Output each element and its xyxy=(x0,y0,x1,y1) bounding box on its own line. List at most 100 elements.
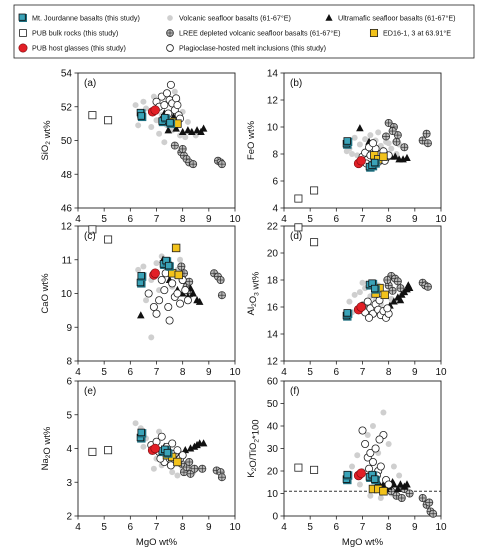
data-point-lree xyxy=(425,498,434,507)
y-tick-label: 48 xyxy=(61,170,73,181)
data-point-ultramafic xyxy=(199,439,208,447)
x-tick-label: 8 xyxy=(386,522,392,533)
x-tick-label: 10 xyxy=(435,522,447,533)
x-tick-label: 7 xyxy=(360,214,366,225)
data-point-plag xyxy=(155,296,164,305)
data-point-volcanic xyxy=(153,117,160,124)
y-tick-label: 8 xyxy=(272,150,278,161)
data-point-lree xyxy=(198,464,207,473)
data-point-volcanic xyxy=(140,263,147,270)
y-tick-label: 54 xyxy=(61,69,73,80)
y-tick-label: 10 xyxy=(267,123,279,134)
data-point-lree xyxy=(405,489,414,498)
data-point-ultramafic xyxy=(164,126,173,134)
y-tick-label: 20 xyxy=(267,249,279,260)
data-point-volcanic xyxy=(349,151,356,157)
data-point-mt-jourdanne xyxy=(370,284,380,294)
data-point-pub-bulk xyxy=(294,194,303,203)
data-point-volcanic xyxy=(169,469,176,476)
data-point-plag xyxy=(384,480,393,489)
data-point-volcanic xyxy=(385,441,392,447)
data-point-lree xyxy=(170,141,179,150)
y-tick-label: 16 xyxy=(267,303,279,314)
x-tick-label: 5 xyxy=(101,522,107,533)
data-point-volcanic xyxy=(171,88,178,95)
data-point-volcanic xyxy=(156,287,163,294)
y-tick-label: 8 xyxy=(66,357,72,368)
x-tick-label: 5 xyxy=(101,367,107,378)
data-point-lree xyxy=(217,291,226,300)
x-tick-label: 8 xyxy=(180,522,186,533)
panel-label: (b) xyxy=(290,78,302,89)
data-point-ultramafic xyxy=(394,484,402,492)
data-point-lree xyxy=(400,143,409,152)
legend-marker-yellow-square xyxy=(369,28,379,38)
y-tick-label: 40 xyxy=(267,422,279,433)
chart-panel-e: 4 5 6 7 8 9 10 2 3 4 5 6 (e) Na2O wt% MgO wt% xyxy=(40,377,241,549)
data-point-volcanic xyxy=(356,141,363,148)
x-tick-label: 7 xyxy=(154,522,160,533)
data-point-plag xyxy=(383,304,392,313)
x-tick-label: 9 xyxy=(206,522,212,533)
legend-box xyxy=(13,4,475,59)
data-point-lree xyxy=(392,137,401,146)
data-point-lree xyxy=(396,284,405,293)
data-point-plag xyxy=(365,313,374,322)
chart-panel-b: 4 5 6 7 8 9 10 4 6 8 10 12 14 (b) FeO wt% xyxy=(246,69,447,226)
x-tick-label: 4 xyxy=(75,522,81,533)
data-point-ultramafic xyxy=(391,152,399,160)
y-axis-label: Na2O wt% xyxy=(40,426,53,470)
y-tick-label: 9 xyxy=(66,323,72,334)
data-point-volcanic xyxy=(356,481,363,488)
y-tick-label: 10 xyxy=(61,289,73,300)
data-point-plag xyxy=(358,426,367,435)
data-point-lree xyxy=(190,464,199,473)
x-tick-label: 4 xyxy=(75,214,81,225)
x-tick-label: 6 xyxy=(128,367,134,378)
y-tick-label: 50 xyxy=(267,399,279,410)
data-point-lree xyxy=(185,457,194,466)
data-point-mt-jourdanne xyxy=(161,113,170,123)
data-point-lree xyxy=(384,118,393,127)
data-point-ultramafic xyxy=(390,297,398,305)
data-point-mt-jourdanne xyxy=(343,470,353,480)
data-point-plag xyxy=(165,316,174,325)
data-point-volcanic xyxy=(184,118,191,125)
data-point-mt-jourdanne xyxy=(137,272,147,281)
data-point-plag xyxy=(149,302,158,311)
data-point-pub-bulk xyxy=(104,235,113,244)
data-point-mt-jourdanne xyxy=(166,119,176,128)
data-point-lree xyxy=(189,160,198,169)
data-point-pub-host xyxy=(356,156,366,166)
y-tick-label: 2 xyxy=(66,512,72,523)
data-point-ultramafic xyxy=(199,124,208,132)
x-tick-label: 8 xyxy=(386,214,392,225)
legend-item-volcanic: Volcanic seafloor basalts (61-67°E) xyxy=(167,14,291,23)
panel-label: (e) xyxy=(84,386,96,397)
data-point-volcanic xyxy=(362,136,369,143)
data-point-ed16 xyxy=(174,270,183,280)
data-point-ultramafic xyxy=(396,296,405,304)
panel-label: (c) xyxy=(84,231,96,242)
data-point-pub-host xyxy=(356,468,366,478)
data-point-plag xyxy=(173,446,182,455)
panel-label: (d) xyxy=(290,231,302,242)
data-point-ultramafic xyxy=(184,126,192,134)
y-tick-label: 12 xyxy=(267,357,279,368)
data-point-lree xyxy=(382,132,391,141)
data-point-mt-jourdanne xyxy=(163,448,173,458)
data-point-volcanic xyxy=(377,495,384,501)
data-point-volcanic xyxy=(385,140,392,147)
plot-frame xyxy=(77,72,236,209)
data-point-ed16 xyxy=(171,243,181,253)
data-point-plag xyxy=(363,297,372,306)
data-point-plag xyxy=(166,80,175,89)
data-point-mt-jourdanne xyxy=(343,137,353,147)
data-point-plag xyxy=(176,299,185,308)
data-point-ed16 xyxy=(173,457,182,467)
data-point-ultramafic xyxy=(396,480,405,488)
y-tick-label: 6 xyxy=(66,377,72,388)
x-tick-label: 5 xyxy=(101,214,107,225)
y-tick-label: 6 xyxy=(272,177,278,188)
